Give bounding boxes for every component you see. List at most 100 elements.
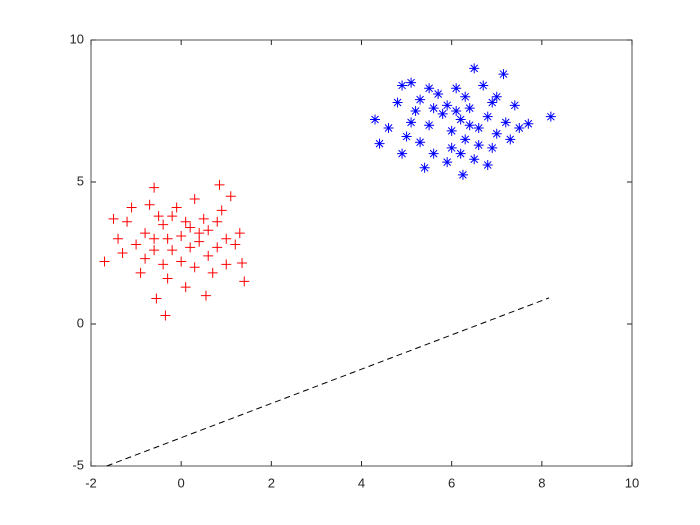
point xyxy=(473,123,484,134)
point xyxy=(460,91,471,102)
point xyxy=(469,63,480,74)
point xyxy=(203,225,214,236)
point xyxy=(171,202,182,213)
point xyxy=(415,137,426,148)
point xyxy=(189,194,200,205)
point xyxy=(230,239,241,250)
point xyxy=(99,256,110,267)
point xyxy=(473,140,484,151)
point xyxy=(200,290,211,301)
point xyxy=(455,114,466,125)
point xyxy=(505,134,516,145)
point xyxy=(545,111,556,122)
point xyxy=(149,182,160,193)
x-tick-label: 4 xyxy=(358,475,365,490)
point xyxy=(162,273,173,284)
point xyxy=(370,114,381,125)
point xyxy=(478,80,489,91)
y-tick-label: 5 xyxy=(77,173,84,188)
point xyxy=(392,97,403,108)
point xyxy=(464,120,475,131)
point xyxy=(523,118,534,129)
point xyxy=(469,154,480,165)
point xyxy=(451,106,462,116)
point xyxy=(415,94,426,105)
x-tick-label: 8 xyxy=(538,475,545,490)
point xyxy=(135,267,146,278)
point xyxy=(185,222,196,233)
point xyxy=(214,179,225,190)
point xyxy=(397,80,408,91)
point xyxy=(446,125,457,136)
point xyxy=(149,233,160,244)
point xyxy=(442,100,453,111)
point xyxy=(180,216,191,227)
point xyxy=(424,120,435,131)
y-tick-label: 10 xyxy=(70,31,84,46)
point xyxy=(126,202,137,213)
point xyxy=(176,256,187,267)
point xyxy=(212,242,223,253)
dashed-line xyxy=(106,297,550,467)
x-tick-label: 2 xyxy=(268,475,275,490)
point xyxy=(446,142,457,153)
point xyxy=(498,69,509,80)
point xyxy=(225,191,236,202)
point xyxy=(194,236,205,247)
point xyxy=(203,250,214,261)
point xyxy=(424,83,435,94)
point xyxy=(234,228,245,239)
point xyxy=(437,108,448,119)
point xyxy=(514,123,525,134)
point xyxy=(167,211,178,222)
point xyxy=(457,169,468,180)
point xyxy=(482,159,493,170)
y-tick-label: -5 xyxy=(72,457,84,472)
point xyxy=(455,148,466,159)
point xyxy=(113,233,124,244)
point xyxy=(117,248,128,258)
point xyxy=(419,162,430,173)
x-tick-label: 6 xyxy=(448,475,455,490)
y-tick-label: 0 xyxy=(77,315,84,330)
point xyxy=(180,282,191,293)
point xyxy=(433,88,444,99)
point xyxy=(162,233,173,244)
point xyxy=(487,97,498,108)
point xyxy=(442,157,453,168)
point xyxy=(460,134,471,145)
x-tick-label: 0 xyxy=(178,475,185,490)
point xyxy=(207,267,218,278)
point xyxy=(167,245,178,256)
point xyxy=(212,216,223,227)
point xyxy=(410,106,421,116)
point xyxy=(509,100,520,111)
point xyxy=(108,213,119,224)
point xyxy=(158,259,169,270)
point xyxy=(140,228,151,239)
point xyxy=(131,239,142,250)
point xyxy=(491,128,502,139)
point xyxy=(406,77,417,88)
point xyxy=(383,123,394,134)
point xyxy=(451,83,462,94)
point xyxy=(397,148,408,159)
point xyxy=(239,276,250,287)
point xyxy=(221,259,232,270)
x-tick-label: 10 xyxy=(625,475,639,490)
point xyxy=(144,199,155,210)
point xyxy=(374,138,385,149)
point xyxy=(189,262,200,273)
x-tick-label: -2 xyxy=(85,475,97,490)
point xyxy=(140,253,151,264)
point xyxy=(176,230,187,241)
point xyxy=(158,219,169,230)
point xyxy=(153,211,164,222)
point xyxy=(160,310,171,321)
point xyxy=(221,233,232,244)
point xyxy=(198,213,209,224)
point xyxy=(185,242,196,253)
point xyxy=(237,257,248,268)
point xyxy=(216,205,227,216)
